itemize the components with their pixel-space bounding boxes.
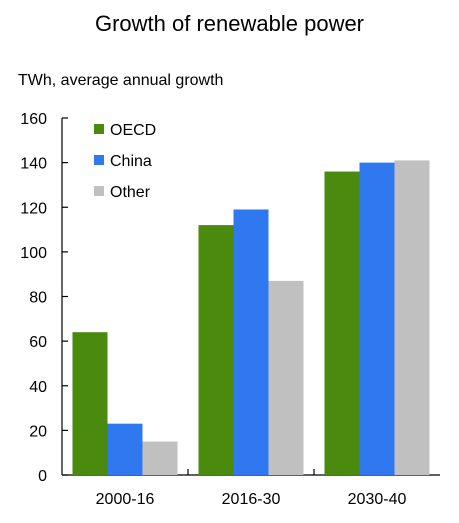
bar-china-2000-16 [107, 423, 143, 475]
bar-china-2016-30 [233, 209, 269, 475]
y-tick-label: 60 [29, 334, 47, 351]
y-tick-label: 140 [20, 156, 47, 173]
legend-swatch-other [94, 186, 104, 196]
y-axis-label: TWh, average annual growth [18, 72, 224, 89]
bar-oecd-2000-16 [72, 332, 108, 475]
bar-other-2000-16 [142, 441, 178, 475]
y-tick-label: 100 [20, 245, 47, 262]
y-tick-label: 160 [20, 111, 47, 128]
x-tick-label: 2000-16 [96, 491, 155, 508]
bar-other-2016-30 [268, 280, 304, 475]
bar-china-2030-40 [359, 162, 395, 475]
y-tick-label: 0 [38, 468, 47, 485]
bar-oecd-2030-40 [324, 171, 360, 476]
legend-swatch-china [94, 155, 104, 165]
bar-other-2030-40 [394, 160, 430, 476]
bars [72, 160, 430, 476]
chart-title: Growth of renewable power [94, 11, 365, 36]
legend-label-oecd: OECD [110, 122, 156, 139]
y-tick-label: 40 [29, 379, 47, 396]
legend-label-other: Other [110, 184, 151, 201]
legend-swatch-oecd [94, 124, 104, 134]
y-tick-label: 80 [29, 290, 47, 307]
x-tick-label: 2016-30 [222, 491, 281, 508]
y-tick-label: 20 [29, 423, 47, 440]
bar-oecd-2016-30 [198, 225, 234, 475]
x-tick-label: 2030-40 [348, 491, 407, 508]
legend-label-china: China [110, 153, 152, 170]
y-tick-label: 120 [20, 200, 47, 217]
axes: 0 20 40 60 80 100 120 140 160 2000-16 2016-30 2030-… [20, 111, 440, 508]
legend: OECD China Other [94, 122, 156, 201]
